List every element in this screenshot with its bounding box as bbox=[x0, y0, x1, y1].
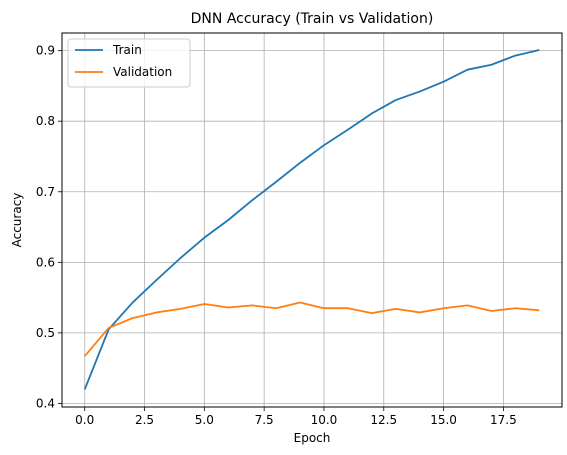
legend: Train Validation bbox=[67, 38, 191, 88]
y-tick-label: 0.8 bbox=[36, 114, 55, 128]
legend-label-train: Train bbox=[112, 43, 142, 57]
plot-frame bbox=[61, 32, 563, 408]
series-line-validation bbox=[84, 301, 540, 357]
chart-title: DNN Accuracy (Train vs Validation) bbox=[191, 11, 434, 27]
y-tick-label: 0.4 bbox=[36, 396, 55, 410]
x-tick-label: 15.0 bbox=[430, 413, 457, 427]
legend-label-validation: Validation bbox=[113, 65, 172, 79]
y-axis-ticks: 0.4 0.5 0.6 0.7 0.8 0.9 bbox=[36, 44, 62, 410]
series-lines bbox=[83, 49, 540, 390]
y-tick-label: 0.6 bbox=[36, 255, 55, 269]
grid bbox=[62, 33, 562, 407]
x-tick-label: 7.5 bbox=[255, 413, 274, 427]
series-line-train bbox=[83, 49, 540, 390]
x-axis-ticks: 0.0 2.5 5.0 7.5 10.0 12.5 15.0 17.5 bbox=[75, 407, 517, 427]
y-axis-label: Accuracy bbox=[10, 193, 24, 248]
x-tick-label: 12.5 bbox=[370, 413, 397, 427]
x-tick-label: 10.0 bbox=[311, 413, 338, 427]
x-tick-label: 0.0 bbox=[75, 413, 94, 427]
x-axis-label: Epoch bbox=[294, 431, 331, 445]
legend-box bbox=[67, 38, 191, 88]
y-tick-label: 0.9 bbox=[36, 44, 55, 58]
x-tick-label: 17.5 bbox=[490, 413, 517, 427]
y-tick-label: 0.5 bbox=[36, 326, 55, 340]
x-tick-label: 5.0 bbox=[195, 413, 214, 427]
x-tick-label: 2.5 bbox=[135, 413, 154, 427]
y-tick-label: 0.7 bbox=[36, 185, 55, 199]
